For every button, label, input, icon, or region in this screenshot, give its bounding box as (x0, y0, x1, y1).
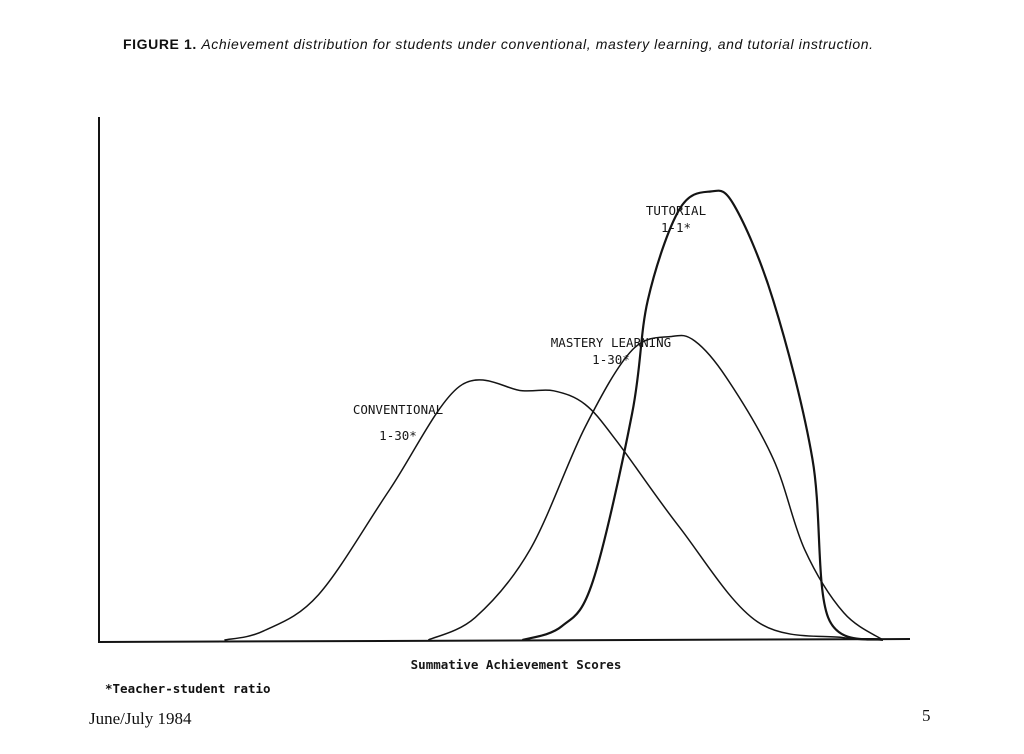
curves-group (224, 189, 884, 642)
series-label-conventional-ratio: 1-30* (379, 428, 417, 443)
series-label-tutorial-name: TUTORIAL (646, 203, 706, 218)
series-line-tutorial (522, 189, 884, 642)
series-line-mastery-learning (427, 334, 884, 641)
figure-label: FIGURE 1. (123, 36, 197, 52)
figure-caption: FIGURE 1. Achievement distribution for s… (123, 36, 903, 53)
series-label-mastery-learning-name: MASTERY LEARNING (551, 335, 671, 350)
x-axis (98, 638, 911, 643)
footnote: *Teacher-student ratio (105, 681, 271, 696)
figure-caption-text: Achievement distribution for students un… (201, 36, 874, 52)
series-line-conventional (224, 379, 884, 641)
series-label-mastery-learning-ratio: 1-30* (592, 352, 630, 367)
page-number: 5 (922, 706, 931, 725)
series-labels-group: CONVENTIONAL 1-30* MASTERY LEARNING 1-30* TU… (353, 203, 706, 443)
series-label-tutorial-ratio: 1-1* (661, 220, 691, 235)
footer-date: June/July 1984 (89, 709, 192, 728)
series-label-conventional-name: CONVENTIONAL (353, 402, 443, 417)
x-axis-label: Summative Achievement Scores (411, 657, 622, 672)
